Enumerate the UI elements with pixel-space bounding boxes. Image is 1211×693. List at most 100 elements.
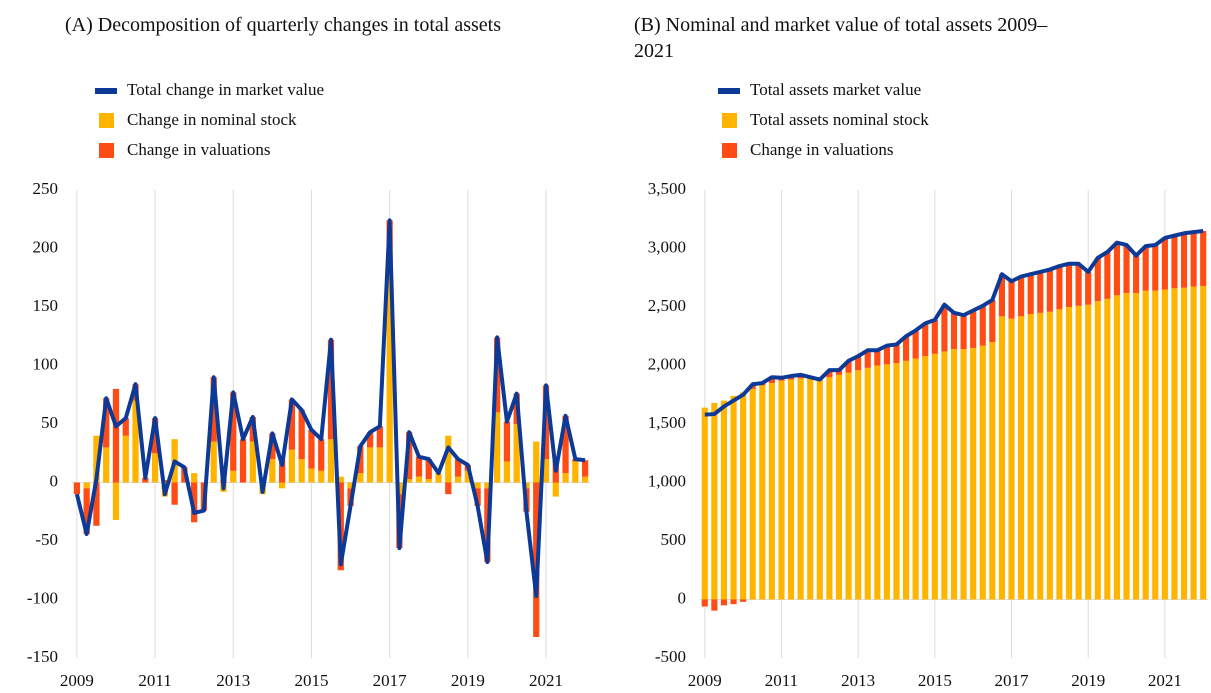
- y-tick-label: 2,000: [648, 354, 686, 373]
- bar: [249, 441, 256, 483]
- bar: [523, 482, 530, 489]
- bar: [1104, 298, 1111, 600]
- bar: [1027, 274, 1034, 315]
- bar: [922, 323, 929, 357]
- bar: [816, 379, 823, 600]
- bar: [768, 383, 775, 600]
- legend-swatch: [99, 113, 114, 128]
- bar: [1113, 242, 1121, 296]
- x-tick-label: 2009: [60, 671, 94, 690]
- y-tick-label: 0: [50, 471, 59, 490]
- x-tick-label: 2021: [1148, 671, 1182, 690]
- bar: [376, 426, 383, 448]
- bar: [1085, 304, 1092, 600]
- bar: [142, 477, 149, 483]
- bar: [357, 473, 364, 483]
- bar: [298, 409, 305, 460]
- y-tick-label: -500: [655, 647, 686, 666]
- bar: [318, 439, 325, 471]
- bar: [807, 378, 814, 600]
- y-tick-label: -100: [27, 588, 58, 607]
- bar: [883, 364, 890, 600]
- bar: [1018, 316, 1025, 600]
- line: [74, 218, 586, 598]
- bar: [740, 392, 747, 600]
- bar: [1008, 281, 1015, 319]
- bar: [93, 482, 100, 526]
- bar: [1123, 292, 1130, 600]
- bar: [327, 439, 335, 483]
- bar: [874, 365, 881, 600]
- bar: [269, 433, 276, 460]
- bar: [103, 447, 110, 483]
- legend-label: Change in valuations: [750, 140, 894, 159]
- bar: [503, 461, 511, 483]
- bar: [730, 599, 737, 605]
- bar: [979, 345, 986, 600]
- bar: [122, 418, 129, 436]
- bar: [1171, 235, 1178, 289]
- legend-swatch: [99, 143, 114, 158]
- bar: [210, 377, 217, 442]
- bar: [357, 446, 364, 474]
- bar: [122, 435, 129, 483]
- bar: [1161, 289, 1168, 600]
- bar: [931, 353, 938, 600]
- bar: [931, 319, 938, 354]
- bar: [941, 351, 948, 600]
- bar: [1027, 314, 1034, 600]
- y-tick-label: 1,000: [648, 471, 686, 490]
- bar: [1142, 246, 1149, 291]
- bar: [893, 363, 900, 600]
- y-tick-label: 250: [33, 179, 59, 198]
- bar: [308, 468, 315, 483]
- bar: [279, 482, 286, 489]
- bar: [347, 482, 354, 489]
- bar: [864, 367, 871, 600]
- bar: [1037, 312, 1044, 600]
- legend-label: Change in valuations: [127, 140, 271, 159]
- y-tick-label: -50: [35, 530, 58, 549]
- bar: [874, 350, 881, 366]
- bar: [279, 459, 286, 483]
- bar: [912, 358, 919, 600]
- bar: [1200, 285, 1207, 600]
- legend-label: Change in nominal stock: [127, 110, 297, 129]
- bar: [759, 385, 766, 600]
- x-tick-label: 2015: [918, 671, 952, 690]
- bar: [366, 447, 374, 483]
- bar: [533, 441, 540, 483]
- bar: [425, 459, 432, 479]
- legend-swatch: [95, 88, 117, 94]
- bar: [835, 370, 843, 375]
- bar: [711, 402, 718, 600]
- bar: [445, 482, 452, 495]
- bar: [768, 377, 775, 384]
- y-tick-label: 1,500: [648, 413, 686, 432]
- bar: [562, 473, 569, 483]
- bar: [1180, 287, 1188, 600]
- bar: [1190, 232, 1197, 287]
- bar: [864, 350, 871, 368]
- bar: [581, 460, 589, 477]
- bar: [1085, 271, 1092, 305]
- bar: [893, 344, 900, 364]
- bar: [1171, 288, 1178, 600]
- bar: [749, 388, 756, 600]
- bar: [1075, 263, 1082, 306]
- y-tick-label: 200: [33, 237, 59, 256]
- bar: [494, 412, 501, 483]
- x-tick-label: 2019: [1071, 671, 1105, 690]
- bar: [1104, 252, 1111, 299]
- bar: [998, 316, 1005, 600]
- bar: [112, 482, 120, 520]
- bar: [474, 482, 481, 489]
- bar: [327, 339, 335, 440]
- bar: [826, 370, 833, 378]
- y-tick-label: 3,500: [648, 179, 686, 198]
- bar: [1152, 290, 1159, 600]
- bar: [1046, 311, 1053, 600]
- bar: [210, 441, 217, 483]
